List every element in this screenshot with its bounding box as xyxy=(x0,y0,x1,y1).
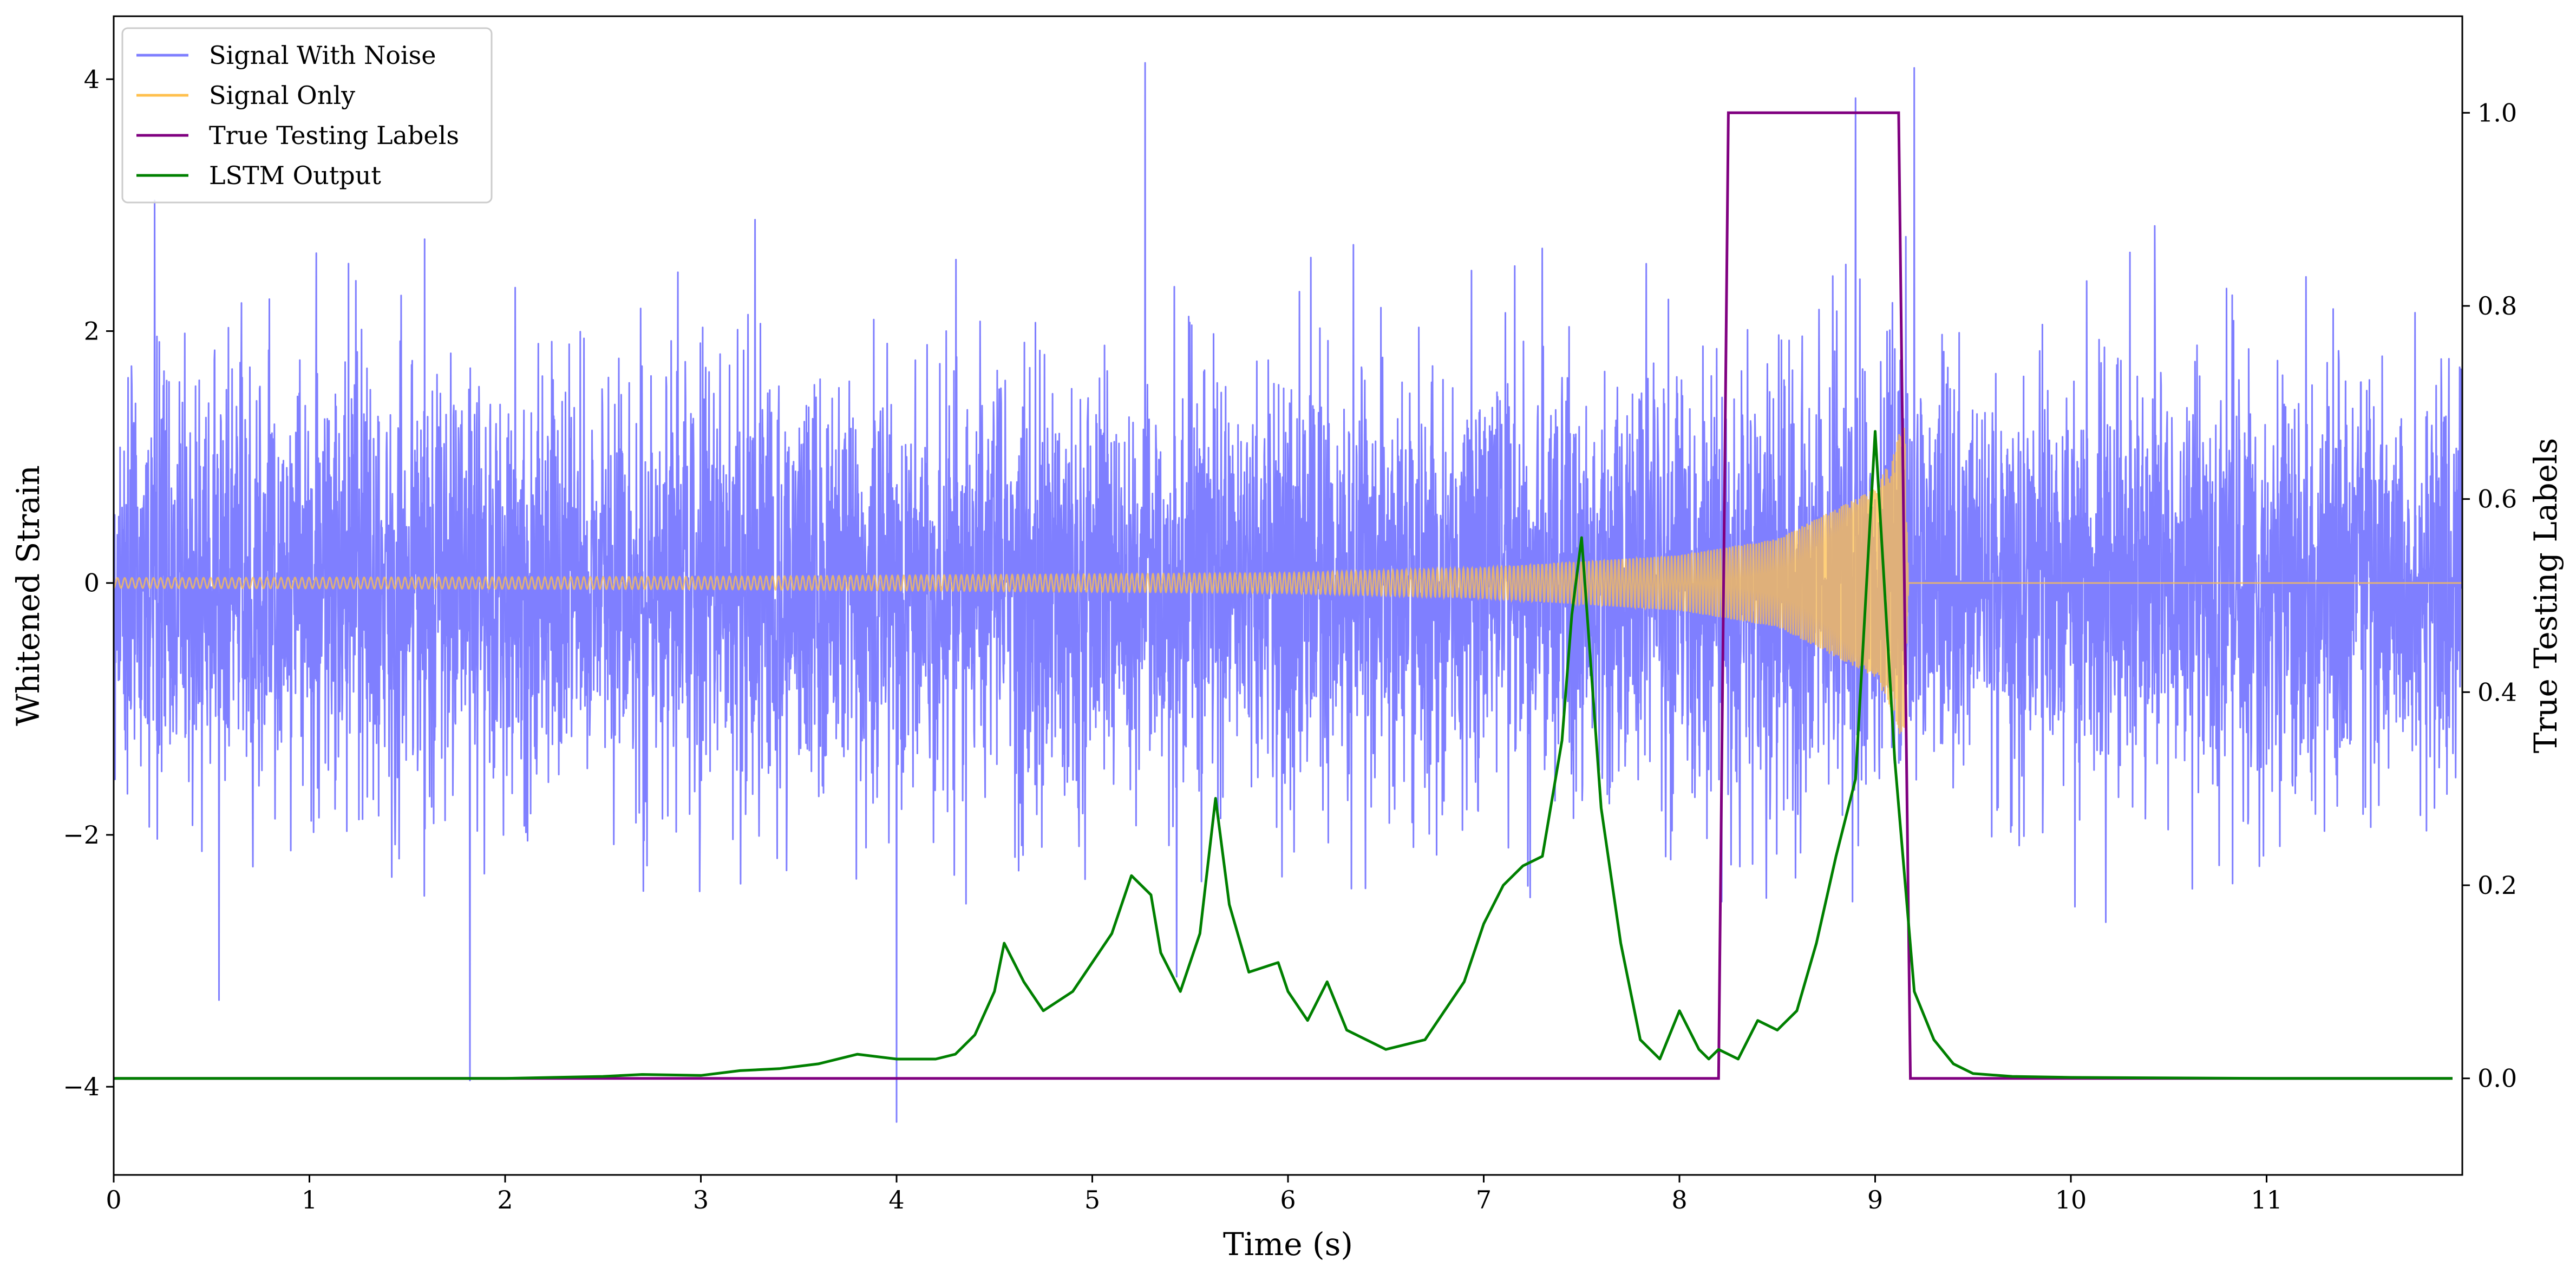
y-axis-right: 0.0 0.2 0.4 0.6 0.8 1.0 xyxy=(2462,98,2517,1093)
x-axis: 0 1 2 3 4 5 6 7 8 9 10 11 xyxy=(106,1175,2283,1214)
x-tick-label: 5 xyxy=(1084,1185,1100,1214)
series-lstm-output xyxy=(114,430,2453,1080)
x-tick-label: 2 xyxy=(497,1185,513,1214)
x-tick-label: 8 xyxy=(1671,1185,1687,1214)
legend-label: True Testing Labels xyxy=(209,121,459,150)
y-tick-label: −4 xyxy=(63,1072,100,1101)
x-tick-label: 6 xyxy=(1280,1185,1296,1214)
y2-tick-label: 1.0 xyxy=(2477,98,2517,127)
x-tick-label: 3 xyxy=(693,1185,709,1214)
x-tick-label: 10 xyxy=(2055,1185,2087,1214)
legend: Signal With Noise Signal Only True Testing… xyxy=(121,27,493,204)
y2-axis-title: True Testing Labels xyxy=(2527,438,2564,753)
x-tick-label: 0 xyxy=(106,1185,121,1214)
x-tick-label: 9 xyxy=(1867,1185,1883,1214)
y-axis-left: −4 −2 0 2 4 xyxy=(63,64,114,1101)
series-signal-only xyxy=(114,426,2462,734)
x-tick-label: 7 xyxy=(1476,1185,1492,1214)
legend-label: LSTM Output xyxy=(209,161,381,190)
legend-label: Signal Only xyxy=(209,81,355,110)
y-tick-label: 2 xyxy=(84,317,100,346)
x-tick-label: 11 xyxy=(2251,1185,2283,1214)
series-signal-with-noise xyxy=(114,62,2462,1123)
y-tick-label: 4 xyxy=(84,64,100,94)
x-axis-title: Time (s) xyxy=(1223,1226,1353,1263)
y2-tick-label: 0.0 xyxy=(2477,1064,2517,1093)
y2-tick-label: 0.8 xyxy=(2477,291,2517,321)
x-tick-label: 4 xyxy=(888,1185,904,1214)
y2-tick-label: 0.6 xyxy=(2477,485,2517,514)
legend-box xyxy=(121,27,493,204)
y-axis-title: Whitened Strain xyxy=(10,465,47,726)
y2-tick-label: 0.2 xyxy=(2477,871,2517,900)
y2-tick-label: 0.4 xyxy=(2477,677,2517,707)
y-tick-label: −2 xyxy=(63,820,100,850)
series-true-testing-labels xyxy=(114,111,2453,1080)
y-tick-label: 0 xyxy=(84,569,100,598)
legend-label: Signal With Noise xyxy=(209,41,436,70)
series-layer xyxy=(114,62,2462,1123)
x-tick-label: 1 xyxy=(302,1185,317,1214)
